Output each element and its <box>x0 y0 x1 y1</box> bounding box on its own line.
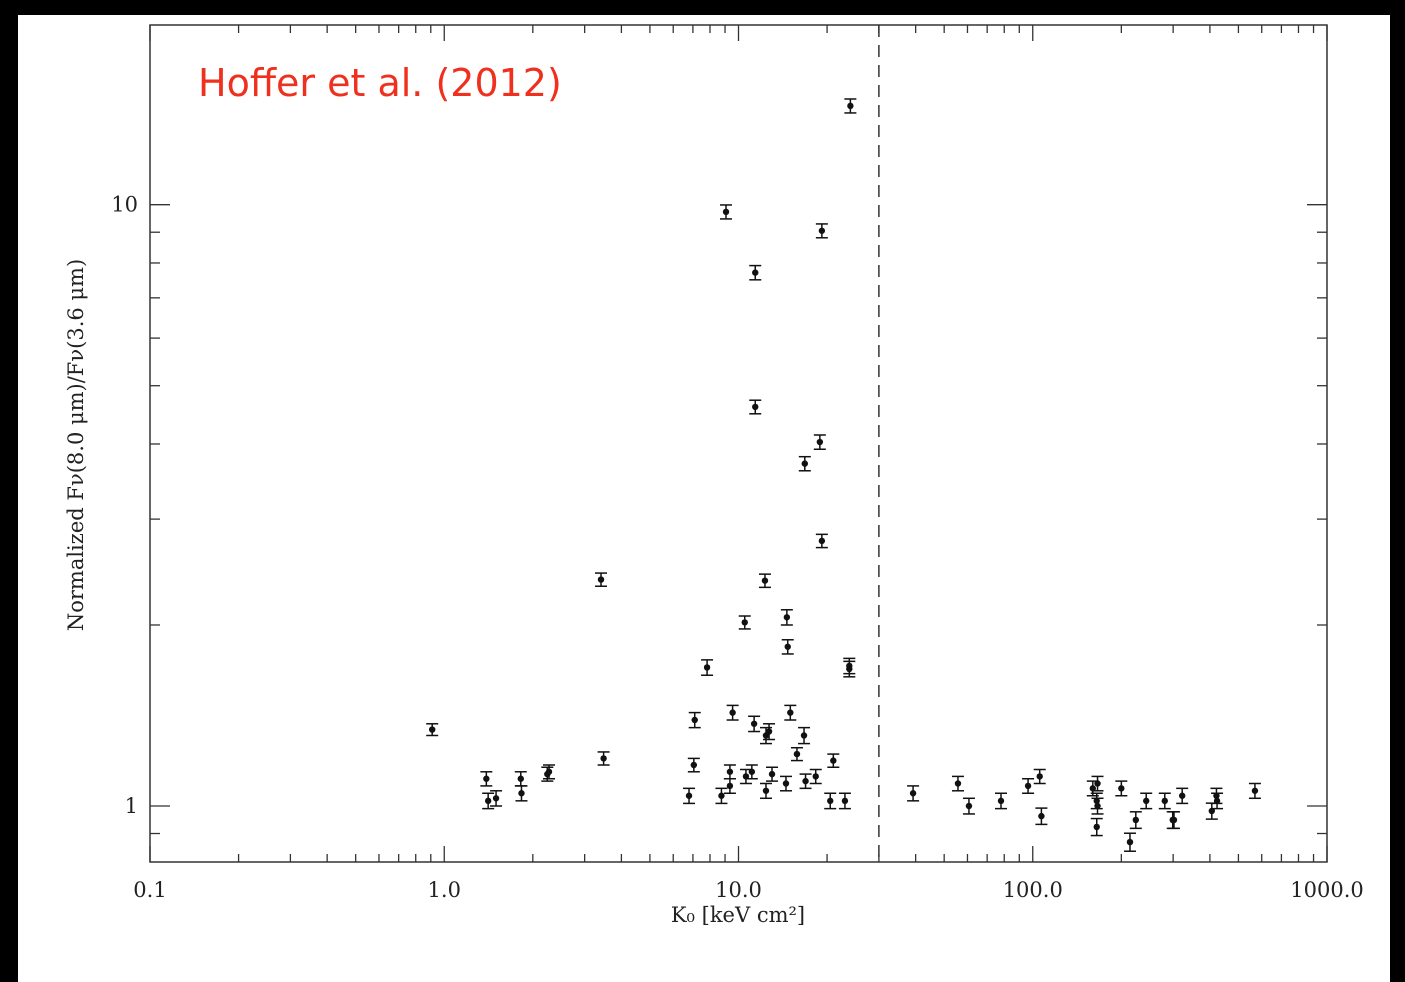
point <box>726 768 734 775</box>
point <box>827 797 834 805</box>
point <box>1213 797 1221 805</box>
point <box>1143 797 1150 805</box>
point <box>965 802 973 810</box>
x-axis-label: K₀ [keV cm²] <box>671 903 805 927</box>
point <box>997 797 1005 805</box>
point <box>793 750 801 758</box>
point <box>483 775 490 782</box>
point <box>750 720 758 727</box>
point <box>1251 787 1259 794</box>
x-tick-label: 100.0 <box>1003 878 1063 902</box>
point <box>1093 797 1100 805</box>
point <box>761 577 769 584</box>
point <box>517 775 524 782</box>
point <box>729 709 736 716</box>
point <box>846 662 853 670</box>
point <box>545 768 553 775</box>
point <box>484 797 492 805</box>
point <box>518 790 525 797</box>
point <box>1093 823 1100 831</box>
point <box>1094 780 1101 787</box>
point <box>847 102 854 110</box>
point <box>742 773 750 780</box>
canvas <box>18 15 1390 982</box>
point <box>1089 785 1097 792</box>
point <box>718 792 725 799</box>
point <box>812 773 819 780</box>
x-tick-label: 10.0 <box>715 878 762 902</box>
annotation: Hoffer et al. (2012) <box>198 61 562 105</box>
point <box>1036 773 1043 780</box>
point <box>800 732 808 739</box>
point <box>600 755 607 762</box>
point <box>768 770 776 778</box>
point <box>1038 812 1045 820</box>
x-tick-label: 0.1 <box>133 878 166 902</box>
y-tick-label: 10 <box>111 193 138 217</box>
point <box>818 537 826 545</box>
point <box>954 780 962 787</box>
point <box>784 643 791 650</box>
point <box>830 757 837 764</box>
point <box>1208 807 1216 815</box>
point <box>762 787 770 794</box>
point <box>1024 782 1032 790</box>
point <box>802 777 809 785</box>
point <box>690 761 698 769</box>
point <box>492 795 500 802</box>
point <box>801 460 808 467</box>
point <box>765 728 773 735</box>
point <box>841 797 849 805</box>
y-axis-label: Normalized Fν(8.0 μm)/Fν(3.6 μm) <box>64 259 88 631</box>
point <box>428 726 436 733</box>
point <box>816 438 824 446</box>
point <box>703 664 711 671</box>
point <box>752 403 759 411</box>
point <box>1178 792 1186 799</box>
point <box>783 614 791 621</box>
y-tick-label: 1 <box>125 794 138 818</box>
point <box>1118 785 1125 792</box>
point <box>722 208 730 216</box>
point <box>726 782 734 790</box>
point <box>1170 816 1178 824</box>
point <box>1161 797 1168 805</box>
x-tick-label: 1000.0 <box>1290 878 1363 902</box>
point <box>818 227 826 234</box>
point <box>1126 838 1134 846</box>
point <box>782 780 790 787</box>
point <box>1132 816 1140 824</box>
point <box>787 709 794 716</box>
point <box>597 576 605 583</box>
point <box>691 716 698 724</box>
point <box>741 619 748 626</box>
point <box>909 790 917 797</box>
point <box>1094 802 1101 810</box>
point <box>752 269 759 276</box>
x-tick-label: 1.0 <box>428 878 461 902</box>
point <box>685 792 693 799</box>
